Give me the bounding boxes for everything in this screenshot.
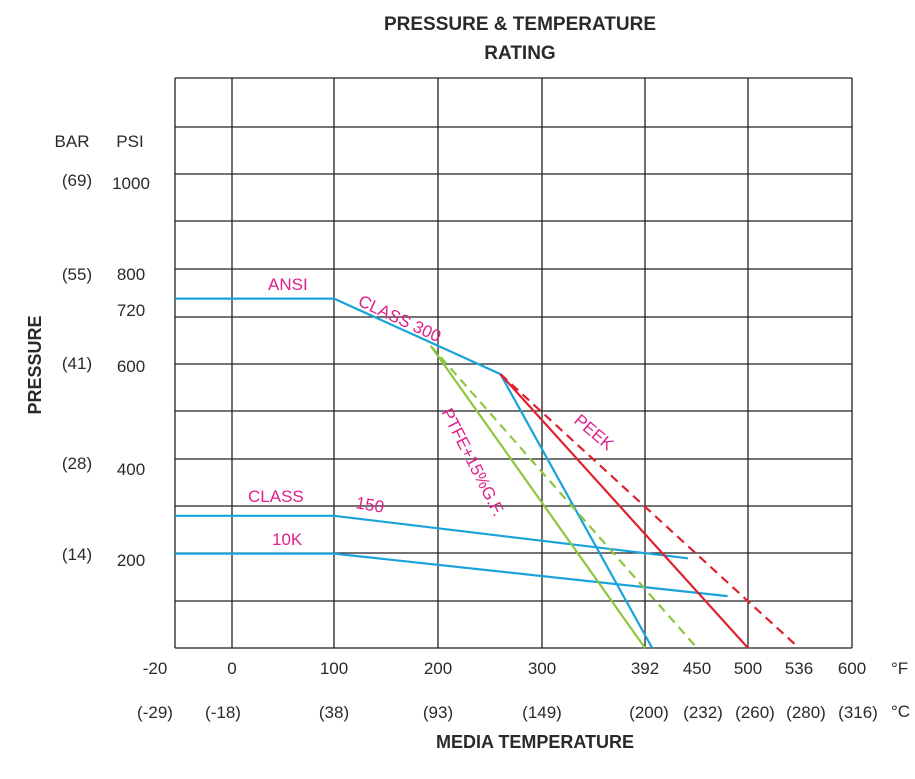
series-layer (175, 297, 800, 649)
x-tick-f-2: 100 (320, 659, 348, 678)
chart-title-line1: PRESSURE & TEMPERATURE (384, 14, 656, 35)
series-line-0 (175, 297, 654, 649)
y-tick-bar-3: (41) (62, 354, 92, 373)
x-tick-f-4: 300 (528, 659, 556, 678)
y-tick-psi-0: 1000 (112, 174, 150, 193)
x-tick-c-2: (38) (319, 703, 349, 722)
y-tick-psi-3: 600 (117, 357, 145, 376)
x-tick-f-9: 600 (838, 659, 866, 678)
y-unit-bar: BAR (55, 132, 90, 151)
x-tick-f-5: 392 (631, 659, 659, 678)
annotation-class-300: CLASS 300 (355, 291, 444, 346)
x-axis-label: MEDIA TEMPERATURE (436, 732, 634, 752)
y-tick-bar-4: (28) (62, 454, 92, 473)
x-tick-f-0: -20 (143, 659, 168, 678)
grid (174, 77, 853, 649)
y-tick-psi-4: 400 (117, 460, 145, 479)
y-unit-psi: PSI (116, 132, 143, 151)
y-tick-bar-1: (55) (62, 265, 92, 284)
x-tick-f-7: 500 (734, 659, 762, 678)
annotation-peek: PEEK (570, 411, 617, 455)
y-tick-psi-5: 200 (117, 551, 145, 570)
x-tick-c-0: (-29) (137, 703, 173, 722)
x-unit-c: °C (891, 702, 910, 721)
annotation-10k: 10K (272, 530, 303, 549)
x-unit-f: °F (891, 659, 908, 678)
annotation-ansi: ANSI (268, 275, 308, 294)
x-tick-c-9: (316) (838, 703, 878, 722)
x-tick-c-7: (260) (735, 703, 775, 722)
y-tick-labels: 1000 (69) 800 (55) 720 600 (41) 400 (28) 200 (14) (62, 171, 150, 570)
x-tick-c-1: (-18) (205, 703, 241, 722)
series-line-5 (499, 373, 749, 649)
y-tick-bar-5: (14) (62, 545, 92, 564)
x-tick-f-6: 450 (683, 659, 711, 678)
x-tick-c-3: (93) (423, 703, 453, 722)
series-line-2 (175, 552, 728, 598)
x-tick-c-4: (149) (522, 703, 562, 722)
x-tick-c-6: (232) (683, 703, 723, 722)
y-axis-label: PRESSURE (25, 315, 45, 414)
x-tick-c-8: (280) (786, 703, 826, 722)
x-tick-f-3: 200 (424, 659, 452, 678)
annotation-ptfe: PTFE+15%G.F. (437, 405, 508, 519)
x-tick-labels: -20 (-29) 0 (-18) 100 (38) 200 (93) 300 (149) 392 (… (137, 659, 878, 722)
y-tick-psi-2: 720 (117, 301, 145, 320)
annotation-class: CLASS (248, 487, 304, 506)
x-tick-f-8: 536 (785, 659, 813, 678)
y-tick-bar-0: (69) (62, 171, 92, 190)
series-line-3 (429, 345, 646, 649)
series-line-4 (429, 345, 698, 649)
annotation-150: 150 (354, 493, 385, 517)
x-tick-f-1: 0 (227, 659, 236, 678)
series-line-6 (499, 373, 800, 649)
y-tick-psi-1: 800 (117, 265, 145, 284)
x-tick-c-5: (200) (629, 703, 669, 722)
chart-title-line2: RATING (484, 43, 555, 64)
